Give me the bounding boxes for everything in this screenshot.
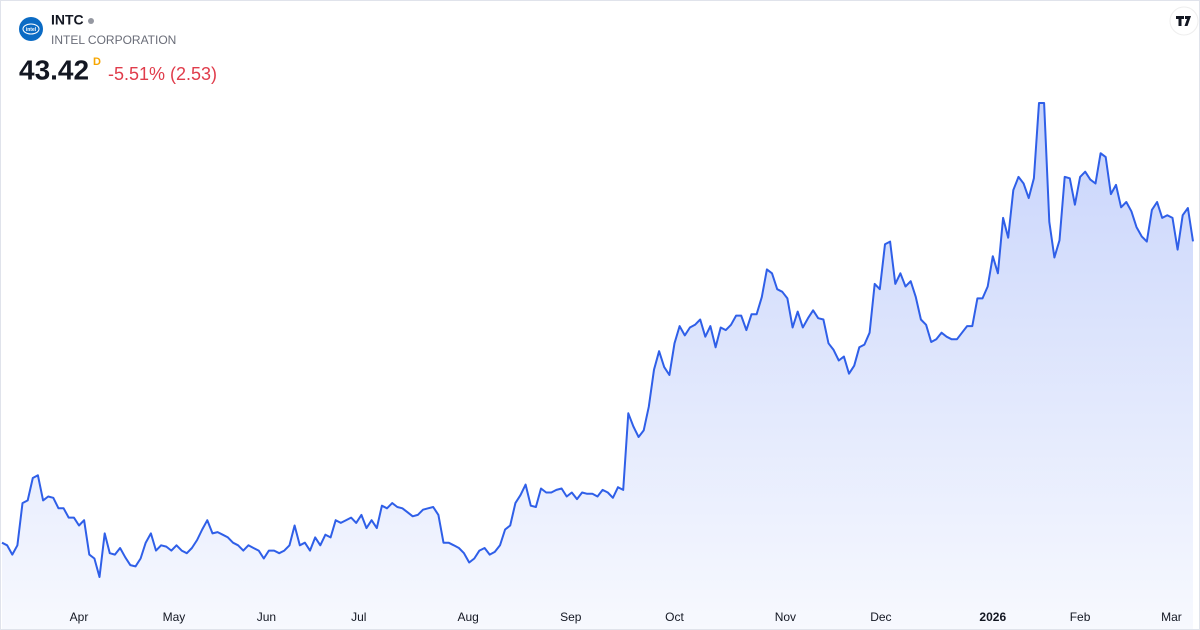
x-tick-label: Jul	[351, 610, 366, 624]
status-dot	[88, 18, 94, 24]
interval: D	[93, 56, 101, 68]
x-tick-label: Mar	[1161, 610, 1182, 624]
x-tick-label: Dec	[870, 610, 891, 624]
x-tick-label: 2026	[979, 610, 1006, 624]
last-price: 43.42	[19, 54, 89, 85]
price-change: -5.51% (2.53)	[108, 64, 217, 84]
price-line	[1, 102, 1194, 578]
x-tick-label: Nov	[775, 610, 796, 624]
x-tick-label: Apr	[70, 610, 89, 624]
symbol: INTC	[51, 12, 84, 28]
x-tick-label: Sep	[560, 610, 582, 624]
logo-text: intel	[26, 27, 37, 33]
area-fill	[2, 103, 1193, 629]
x-tick-label: Oct	[665, 610, 684, 624]
x-tick-label: Feb	[1070, 610, 1091, 624]
x-tick-label: Aug	[457, 610, 478, 624]
logo-ring	[22, 23, 40, 35]
brand-mark	[1176, 16, 1191, 26]
company-logo	[19, 17, 43, 41]
x-tick-label: May	[163, 610, 186, 624]
brand-badge	[1169, 6, 1199, 36]
brand-logo	[1169, 6, 1199, 36]
company-name: INTEL CORPORATION	[51, 33, 176, 47]
x-tick-label: Jun	[257, 610, 276, 624]
header: intel INTC INTEL CORPORATION 43.42 D -5.…	[19, 12, 217, 85]
